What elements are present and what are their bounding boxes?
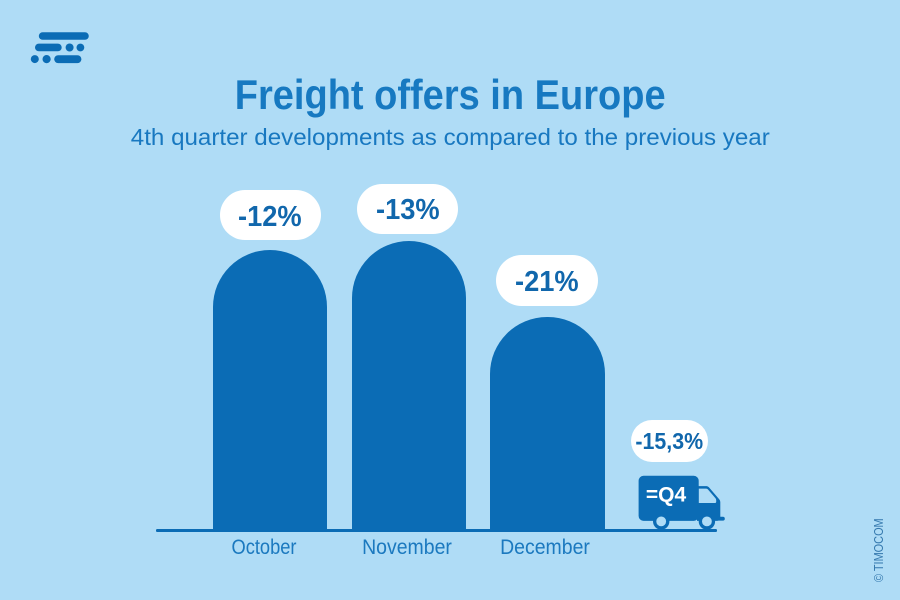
svg-text:=Q4: =Q4 bbox=[646, 484, 687, 507]
